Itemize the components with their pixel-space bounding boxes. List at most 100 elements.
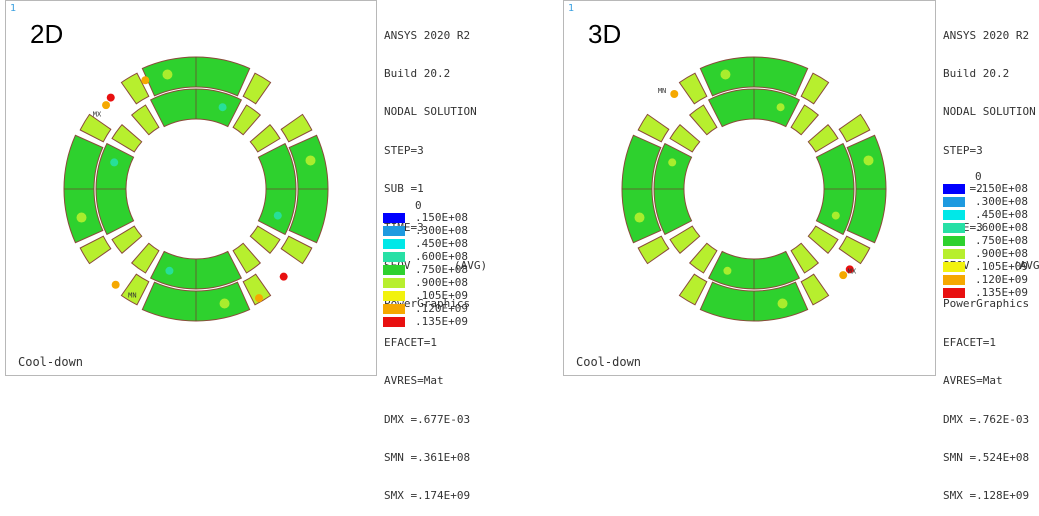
- smx-text: SMX =.128E+09: [943, 489, 1030, 503]
- graphics-text: PowerGraphics: [943, 297, 1030, 311]
- contour-patch: [634, 212, 645, 223]
- wedge-block: [280, 113, 313, 143]
- contour-patch: [720, 69, 731, 80]
- wedge-block: [790, 104, 820, 136]
- legend-swatch: [383, 291, 405, 301]
- smn-text: SMN =.361E+08: [384, 450, 471, 464]
- legend-row: .135E+09: [943, 287, 1039, 299]
- hot-spot: [111, 280, 120, 289]
- window-number: 1: [568, 3, 575, 14]
- legend-label: .105E+09: [415, 289, 468, 302]
- legend-label: .450E+08: [975, 208, 1028, 221]
- plot-footer-3d: Cool-down: [576, 355, 642, 369]
- legend-label: .750E+08: [975, 234, 1028, 247]
- min-marker: MN: [128, 292, 136, 300]
- hot-spot: [255, 294, 263, 303]
- legend-row: .300E+08: [383, 225, 493, 237]
- wedge-block: [669, 225, 701, 255]
- legend-label: .135E+09: [975, 286, 1028, 299]
- legend-label: .150E+08: [975, 182, 1028, 195]
- legend-label: .105E+09: [975, 260, 1028, 273]
- legend-swatch: [383, 252, 405, 262]
- dmx-text: DMX =.762E-03: [943, 412, 1030, 426]
- legend-row: .300E+08: [943, 196, 1039, 208]
- contour-patch: [162, 69, 173, 80]
- wedge-block: [688, 104, 718, 136]
- contour-patch: [776, 103, 785, 112]
- avg-text: (AVG): [1013, 258, 1039, 272]
- legend-swatch: [383, 239, 405, 249]
- legend-row: .600E+08: [943, 222, 1039, 234]
- contour-patch: [831, 211, 840, 220]
- legend-row: .750E+08: [383, 264, 493, 276]
- legend-row: .900E+08: [943, 248, 1039, 260]
- hot-spot: [845, 265, 854, 274]
- legend-swatch: [943, 262, 965, 272]
- panel-label-3d: 3D: [588, 19, 622, 49]
- legend-row: .120E+09: [943, 274, 1039, 286]
- legend-row: .135E+09: [383, 316, 493, 328]
- legend-row: .900E+08: [383, 277, 493, 289]
- legend-label: .450E+08: [415, 237, 468, 250]
- legend-label: .120E+09: [415, 302, 468, 315]
- legend-row: .600E+08: [383, 251, 493, 263]
- legend-swatch: [383, 317, 405, 327]
- step-text: STEP=3: [384, 143, 424, 157]
- smn-text: SMN =.524E+08: [943, 450, 1030, 464]
- contour-patch: [305, 155, 316, 166]
- wedge-block: [280, 235, 313, 265]
- legend-label: .300E+08: [975, 195, 1028, 208]
- legend-row: .450E+08: [943, 209, 1039, 221]
- wedge-block: [838, 235, 871, 265]
- avres-text: AVRES=Mat: [384, 374, 444, 388]
- panel-label-2d: 2D: [30, 19, 64, 49]
- contour-patch: [668, 158, 677, 167]
- contour-patch: [777, 298, 788, 309]
- legend-swatch: [943, 210, 965, 220]
- efacet-text: EFACET=1: [943, 335, 996, 349]
- legend-swatch: [383, 278, 405, 288]
- legend-row: .750E+08: [943, 235, 1039, 247]
- legend-label: .300E+08: [415, 224, 468, 237]
- hot-spot: [839, 271, 848, 280]
- legend-row: .105E+09: [383, 290, 493, 302]
- max-marker: MX: [848, 267, 857, 275]
- plot-panel-2d: MN MX 1 2D Cool-down: [5, 0, 377, 376]
- wedge-block: [242, 72, 272, 105]
- build-text: Build 20.2: [943, 66, 1010, 80]
- hot-spot: [141, 76, 150, 85]
- wedge-block: [79, 113, 112, 143]
- legend-swatch: [943, 275, 965, 285]
- legend-zero-label: 0: [415, 199, 422, 212]
- contour-patch: [273, 211, 282, 220]
- window-number: 1: [10, 3, 17, 14]
- solution-type-text: NODAL SOLUTION: [943, 105, 1036, 119]
- legend-row: .150E+08: [383, 212, 493, 224]
- legend-label: .600E+08: [415, 250, 468, 263]
- wedge-block: [637, 235, 670, 265]
- max-marker: MX: [93, 111, 102, 119]
- legend-zero-label: 0: [975, 170, 982, 183]
- contour-patch: [76, 212, 87, 223]
- wedge-block: [242, 273, 272, 306]
- legend-row: .120E+09: [383, 303, 493, 315]
- wedge-block: [130, 104, 160, 136]
- contour-patch: [218, 103, 227, 112]
- legend-label: .900E+08: [975, 247, 1028, 260]
- hot-spot: [670, 90, 679, 99]
- dmx-text: DMX =.677E-03: [384, 412, 471, 426]
- contour-patch: [165, 266, 174, 275]
- step-text: STEP=3: [943, 143, 983, 157]
- avres-text: AVRES=Mat: [943, 374, 1003, 388]
- wedge-block: [120, 273, 150, 306]
- legend-label: .900E+08: [415, 276, 468, 289]
- legend-swatch: [943, 288, 965, 298]
- legend-swatch: [383, 304, 405, 314]
- wedge-block: [111, 225, 143, 255]
- legend-label: .150E+08: [415, 211, 468, 224]
- legend-label: .135E+09: [415, 315, 468, 328]
- contour-patch: [110, 158, 119, 167]
- legend-swatch: [383, 213, 405, 223]
- legend-swatch: [943, 184, 965, 194]
- hot-spot: [279, 272, 288, 281]
